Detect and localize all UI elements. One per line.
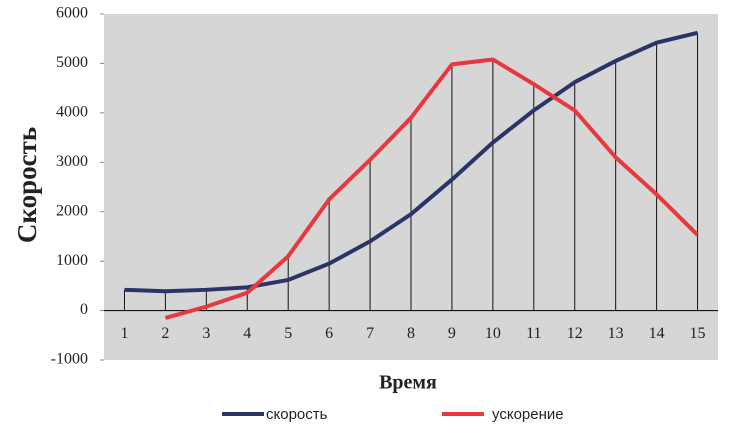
x-tick-label: 5 [284,325,292,342]
x-tick-label: 2 [161,325,169,342]
x-tick-label: 6 [325,325,333,342]
y-tick-label: 5000 [56,54,88,71]
y-axis-title: Скорость [12,127,42,243]
y-tick-label: 6000 [56,5,88,22]
series-line [164,57,699,320]
x-tick-label: 14 [649,325,665,342]
x-tick-label: 4 [243,325,251,342]
x-tick-label: 15 [690,325,706,342]
x-axis-title: Время [379,372,437,394]
y-tick-label: -1000 [51,351,88,368]
y-tick-label: 1000 [56,252,88,269]
y-tick-label: 3000 [56,153,88,170]
y-tick-label: 4000 [56,104,88,121]
x-tick-label: 13 [608,325,624,342]
legend-label: скорость [266,406,328,423]
x-tick-label: 9 [448,325,456,342]
x-tick-label: 10 [485,325,501,342]
x-tick-label: 11 [526,325,541,342]
x-tick-label: 12 [567,325,583,342]
x-tick-label: 8 [407,325,415,342]
x-tick-label: 1 [120,325,128,342]
legend-label: ускорение [492,406,564,423]
y-tick-label: 2000 [56,202,88,219]
x-tick-label: 3 [202,325,210,342]
series-line [124,30,699,294]
x-tick-label: 7 [366,325,374,342]
y-tick-label: 0 [80,301,88,318]
